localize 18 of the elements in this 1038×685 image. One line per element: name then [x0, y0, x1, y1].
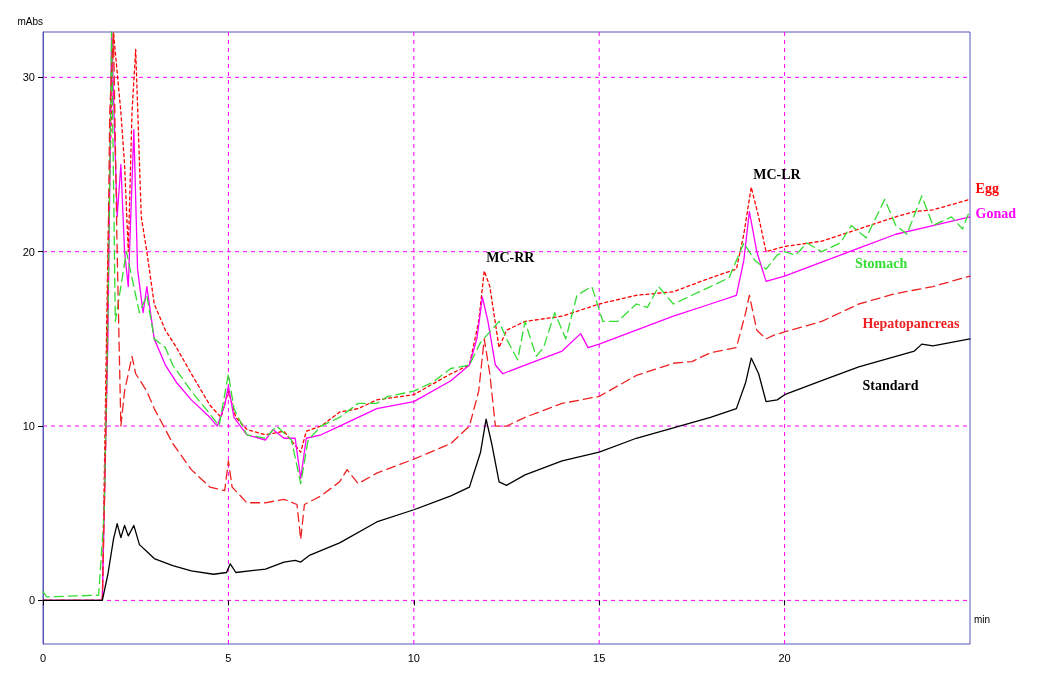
- annotation: MC-LR: [753, 166, 802, 182]
- y-tick-label: 0: [28, 594, 35, 607]
- series-label: Stomach: [855, 256, 908, 272]
- series-label: Egg: [975, 181, 999, 197]
- series-label: Standard: [862, 378, 919, 394]
- x-tick-label: 0: [39, 651, 47, 664]
- x-tick-label: 20: [778, 651, 791, 664]
- annotation: MC-RR: [486, 250, 536, 266]
- y-tick-label: 10: [22, 420, 35, 433]
- y-axis-title: mAbs: [17, 15, 43, 27]
- x-tick-label: 5: [225, 651, 232, 664]
- series-label: Hepatopancreas: [862, 315, 960, 331]
- x-tick-label: 15: [593, 651, 606, 664]
- series-label: Gonad: [975, 205, 1017, 221]
- x-axis-title: min: [974, 613, 991, 625]
- y-tick-label: 20: [22, 245, 35, 258]
- y-tick-label: 30: [22, 71, 35, 84]
- x-tick-label: 10: [407, 651, 420, 664]
